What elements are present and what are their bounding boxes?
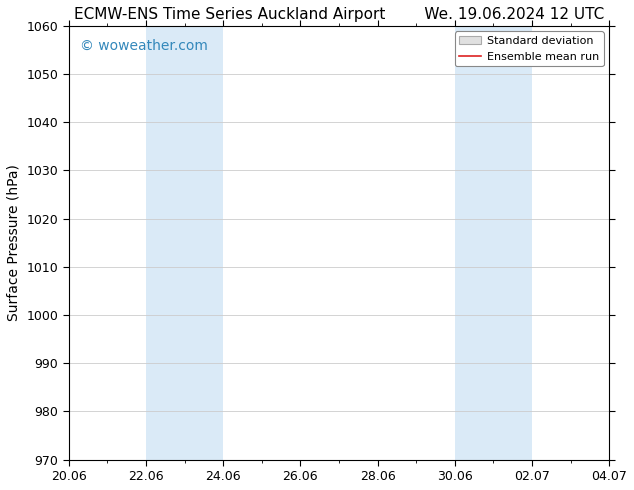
Bar — [455, 26, 532, 460]
Title: ECMW-ENS Time Series Auckland Airport        We. 19.06.2024 12 UTC: ECMW-ENS Time Series Auckland Airport We… — [74, 7, 604, 22]
Y-axis label: Surface Pressure (hPa): Surface Pressure (hPa) — [7, 164, 21, 321]
Bar — [146, 26, 223, 460]
Text: © woweather.com: © woweather.com — [80, 39, 207, 53]
Legend: Standard deviation, Ensemble mean run: Standard deviation, Ensemble mean run — [455, 31, 604, 66]
